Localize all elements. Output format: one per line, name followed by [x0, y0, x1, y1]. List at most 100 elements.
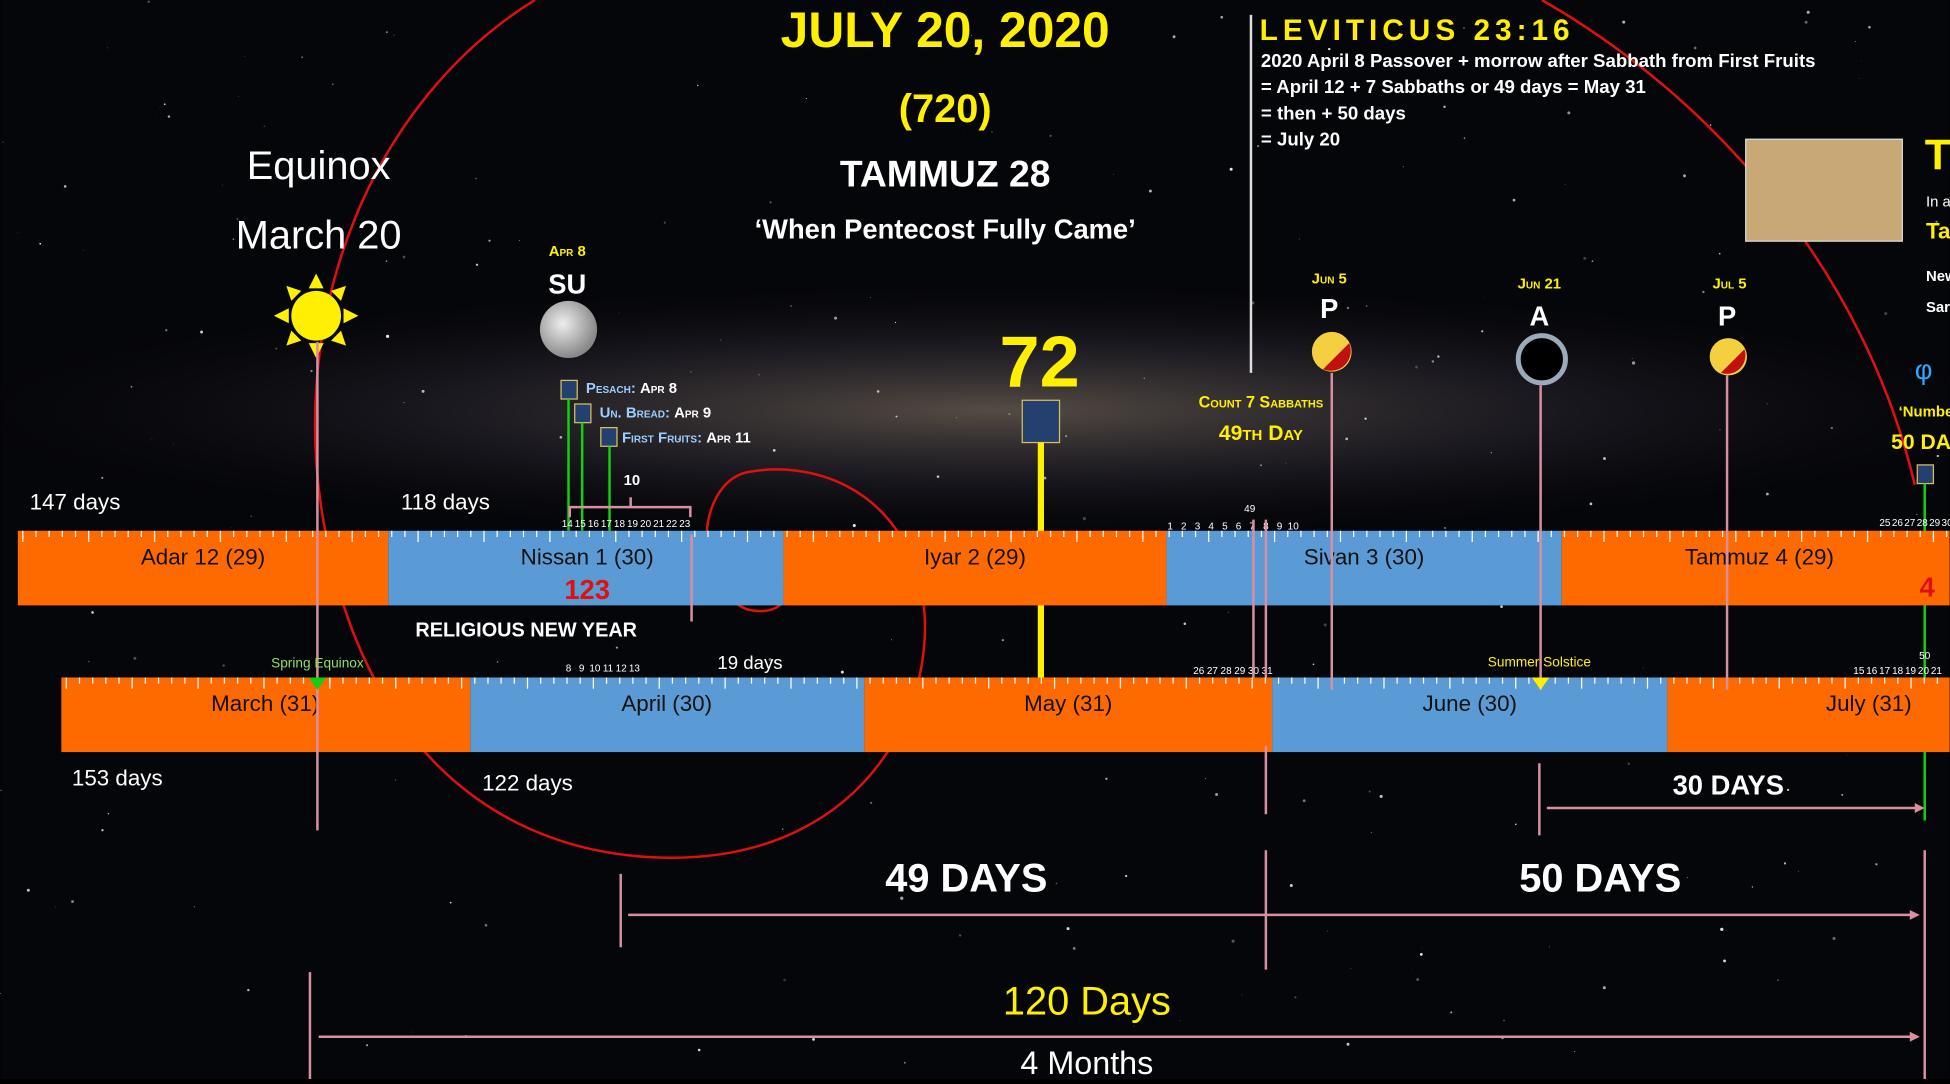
star: [1720, 927, 1724, 932]
star: [475, 177, 477, 180]
star: [1567, 111, 1571, 115]
star: [421, 389, 425, 393]
right-text: ‘Numbe: [1899, 404, 1950, 420]
star: [1183, 622, 1187, 626]
star: [1323, 623, 1327, 627]
star: [1804, 20, 1808, 24]
day-count: 118 days: [401, 490, 490, 515]
day-number: 2: [1181, 522, 1187, 533]
star: [173, 444, 174, 445]
star: [812, 1038, 815, 1041]
star: [1421, 946, 1423, 948]
day-number: 8: [566, 663, 572, 674]
star: [1936, 454, 1939, 458]
star: [1345, 437, 1349, 441]
day-number: 21: [1931, 666, 1943, 677]
star: [1419, 952, 1423, 956]
star: [768, 658, 772, 661]
star: [1875, 863, 1878, 866]
day-number: 27: [1904, 518, 1916, 529]
star: [1766, 402, 1768, 405]
moon-label: P: [1320, 293, 1338, 324]
star: [1368, 790, 1371, 793]
day-number: 3: [1195, 522, 1201, 533]
star: [1642, 667, 1644, 669]
star: [0, 992, 2, 995]
calendar-bars: Adar 12 (29) Nissan 1 (30) Iyar 2 (29) Siva…: [17, 518, 1950, 753]
summer-solstice: Summer Solstice: [1488, 654, 1591, 669]
star: [1830, 426, 1834, 430]
star: [1205, 778, 1207, 780]
star: [200, 330, 203, 334]
month-label: May (31): [1024, 691, 1112, 716]
day-number: 28: [1917, 518, 1929, 529]
month-segment: [1272, 677, 1668, 753]
star: [677, 438, 680, 441]
star: [394, 779, 397, 781]
right-text: In a: [1926, 194, 1950, 210]
star: [895, 415, 898, 418]
star: [1402, 166, 1404, 168]
day-number: 26: [1193, 666, 1205, 677]
star: [385, 31, 388, 34]
star: [1854, 41, 1856, 43]
star: [17, 232, 19, 234]
day-number: 23: [679, 519, 691, 530]
sun: [273, 273, 359, 359]
scripture-line: = then + 50 days: [1261, 102, 1406, 123]
star: [890, 639, 892, 641]
feast: First Fruits: Apr 11: [622, 431, 751, 447]
day-number: 15: [575, 519, 587, 530]
day-number: 12: [616, 663, 628, 674]
star: [55, 906, 57, 908]
star: [1257, 145, 1259, 148]
scripture-line: = July 20: [1261, 128, 1340, 149]
star: [449, 901, 452, 904]
star: [301, 56, 304, 59]
star: [1229, 167, 1233, 171]
month-label: July (31): [1826, 691, 1912, 716]
star: [151, 438, 153, 440]
star: [963, 131, 965, 132]
star: [1708, 54, 1711, 56]
star: [130, 385, 133, 388]
star: [663, 221, 666, 224]
star: [1884, 311, 1888, 316]
star: [1858, 77, 1860, 79]
star: [1841, 793, 1844, 796]
month-label: March (31): [211, 691, 319, 716]
star: [1411, 968, 1412, 970]
right-text: Ta: [1926, 219, 1950, 244]
star: [518, 239, 520, 241]
star: [1797, 870, 1799, 872]
star: [159, 107, 161, 108]
star: [1500, 605, 1503, 609]
star: [1806, 10, 1810, 14]
star: [1719, 429, 1721, 431]
right-text: New: [1926, 269, 1950, 285]
star: [1065, 435, 1068, 438]
star: [263, 125, 266, 128]
full-moon: [539, 300, 598, 359]
star: [790, 305, 792, 307]
big-number: 72: [1000, 323, 1080, 403]
star: [783, 978, 786, 982]
day-number: 10: [1288, 522, 1300, 533]
star: [232, 238, 235, 240]
star: [496, 661, 499, 663]
star: [1603, 457, 1606, 460]
star: [1359, 56, 1363, 60]
star: [869, 178, 873, 181]
star: [1503, 1019, 1505, 1022]
star: [1365, 305, 1368, 307]
star: [1285, 462, 1287, 464]
star: [230, 527, 232, 529]
star: [1771, 58, 1773, 60]
star: [488, 239, 491, 242]
red-number: 4: [1920, 572, 1936, 603]
star: [1143, 377, 1146, 379]
day-number: 18: [1892, 666, 1904, 677]
star: [1591, 260, 1594, 262]
star: [697, 84, 699, 87]
month-label: Iyar 2 (29): [924, 544, 1026, 569]
